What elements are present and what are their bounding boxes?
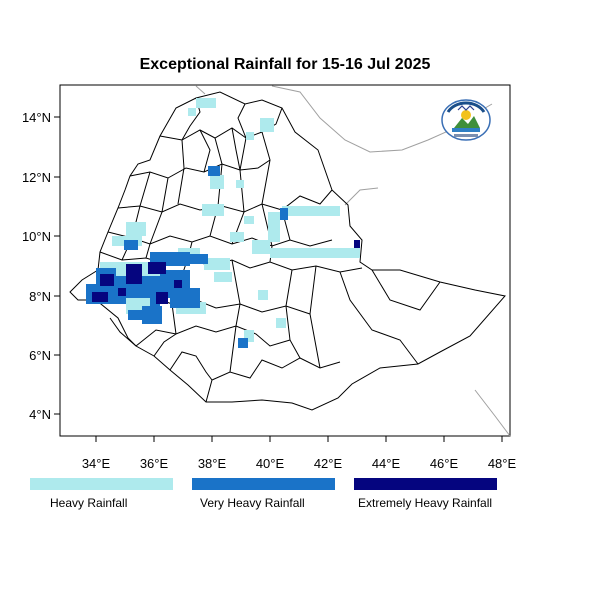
x-tick-label: 36°E	[140, 456, 169, 471]
agency-logo-icon	[440, 98, 492, 144]
map-title: Exceptional Rainfall for 15-16 Jul 2025	[139, 56, 431, 73]
x-tick-label: 48°E	[488, 456, 517, 471]
very-heavy-rainfall-areas	[86, 166, 288, 348]
y-tick-label: 12°N	[22, 170, 51, 185]
y-tick-label: 8°N	[29, 289, 51, 304]
y-tick-label: 6°N	[29, 348, 51, 363]
x-tick-label: 40°E	[256, 456, 285, 471]
extremely-heavy-rainfall-areas	[92, 240, 360, 304]
legend-label-very-heavy: Very Heavy Rainfall	[200, 496, 305, 510]
x-tick-label: 46°E	[430, 456, 459, 471]
plot-frame	[59, 84, 511, 437]
y-tick-label: 4°N	[29, 407, 51, 422]
legend-label-heavy: Heavy Rainfall	[50, 496, 128, 510]
y-axis	[54, 116, 60, 415]
x-tick-label: 34°E	[82, 456, 111, 471]
legend-swatch-very-heavy	[192, 478, 335, 490]
x-axis	[95, 436, 503, 442]
legend-swatch-extremely-heavy	[354, 478, 497, 490]
x-tick-label: 44°E	[372, 456, 401, 471]
x-tick-label: 42°E	[314, 456, 343, 471]
x-tick-label: 38°E	[198, 456, 227, 471]
legend-swatch-heavy	[30, 478, 173, 490]
y-tick-label: 14°N	[22, 110, 51, 125]
legend-label-extremely-heavy: Extremely Heavy Rainfall	[358, 496, 493, 510]
y-tick-label: 10°N	[22, 229, 51, 244]
